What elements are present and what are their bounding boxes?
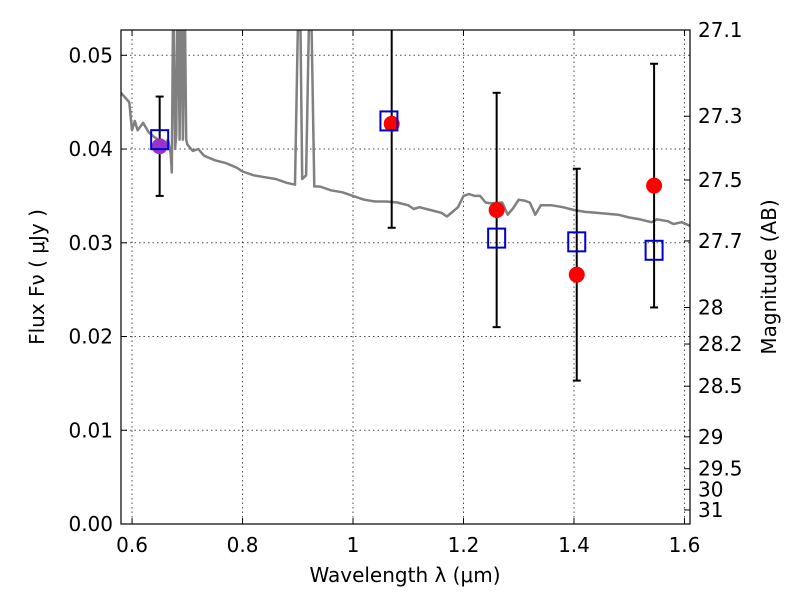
y2-tick-label: 29.5	[698, 457, 743, 481]
model-points	[150, 110, 664, 261]
y2-tick-label: 30	[698, 477, 723, 501]
x-tick-label: 1.2	[448, 533, 480, 557]
grid	[121, 30, 690, 525]
y-tick-label: 0.01	[68, 418, 113, 442]
model-point	[150, 129, 170, 151]
y2-tick-label: 28	[698, 295, 723, 319]
observed-point	[646, 177, 663, 194]
ticks: 0.6 0.8 1 1.2 1.4 1.6 0.00 0.01 0.02 0.03 0.04 0.05…	[68, 18, 742, 557]
x-tick-label: 1.4	[558, 533, 590, 557]
x-tick-label: 0.8	[227, 533, 259, 557]
y2-tick-label: 27.1	[698, 18, 743, 42]
y2-tick-label: 27.3	[698, 104, 743, 128]
y2-tick-label: 29	[698, 425, 723, 449]
y2-tick-label: 31	[698, 498, 723, 522]
y-tick-label: 0.04	[68, 137, 113, 161]
y2-tick-label: 28.2	[698, 332, 743, 356]
y2-tick-label: 27.7	[698, 229, 743, 253]
observed-point	[488, 201, 505, 218]
y-tick-label: 0.00	[68, 512, 113, 536]
y-axis-label: Flux Fν ( μJy )	[25, 209, 49, 345]
model-point	[644, 239, 664, 261]
observed-points	[151, 115, 663, 283]
x-tick-label: 1	[347, 533, 360, 557]
y-tick-label: 0.02	[68, 325, 113, 349]
model-point	[567, 231, 587, 253]
y2-tick-label: 28.5	[698, 374, 743, 398]
observed-point	[383, 115, 400, 132]
plot-frame	[120, 29, 691, 525]
x-tick-label: 1.6	[669, 533, 701, 557]
x-axis-label: Wavelength λ (μm)	[309, 563, 500, 587]
y2-tick-label: 27.5	[698, 168, 743, 192]
y-tick-label: 0.05	[68, 43, 113, 67]
spectrum-line	[121, 30, 690, 228]
x-tick-label: 0.6	[116, 533, 148, 557]
frame-layer	[120, 29, 691, 525]
model-point	[379, 110, 399, 132]
y-tick-label: 0.03	[68, 231, 113, 255]
observed-point	[151, 138, 168, 155]
model-point	[487, 227, 507, 249]
observed-point	[568, 266, 585, 283]
y2-axis-label: Magnitude (AB)	[757, 199, 781, 354]
spectrum-path	[121, 30, 690, 228]
